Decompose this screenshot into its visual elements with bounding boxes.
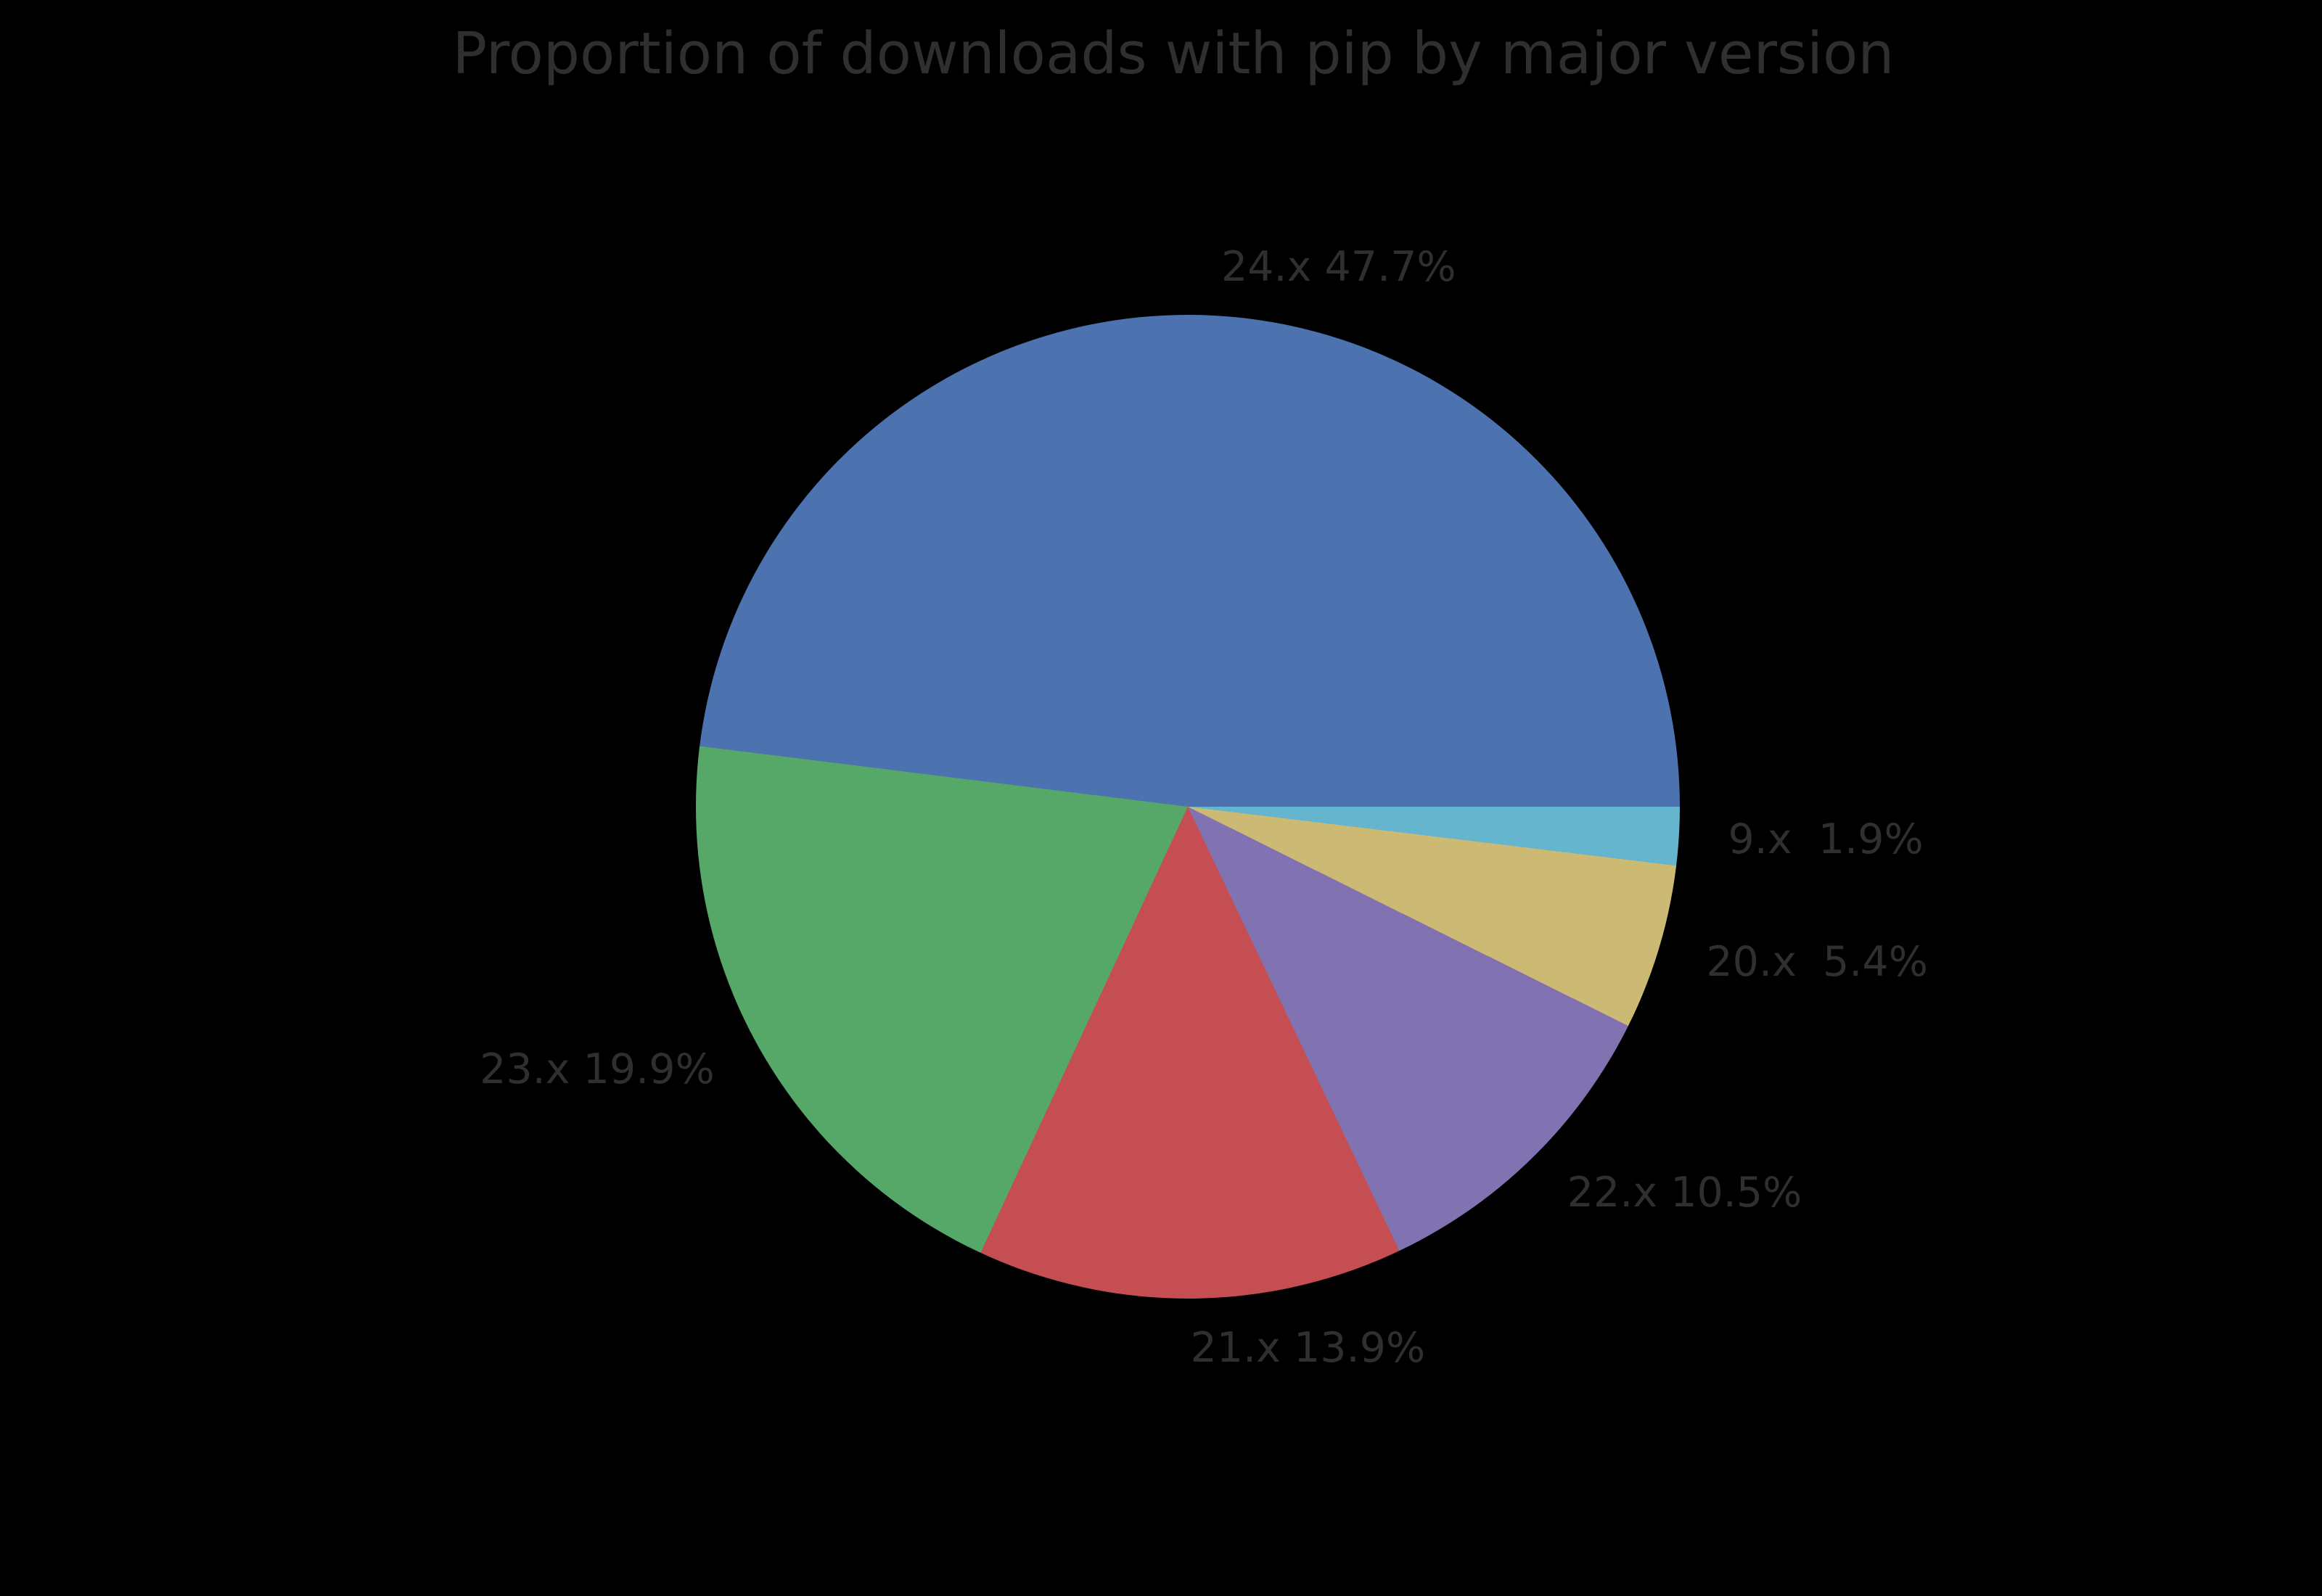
slice-label-21-x: 21.x 13.9% <box>1190 1323 1426 1372</box>
slice-label-24-x: 24.x 47.7% <box>1221 242 1456 291</box>
slice-label-22-x: 22.x 10.5% <box>1567 1168 1802 1217</box>
pie-chart <box>696 315 1680 1299</box>
chart-title: Proportion of downloads with pip by majo… <box>452 20 1895 87</box>
slice-label-23-x: 23.x 19.9% <box>480 1045 715 1093</box>
slice-label-20-x: 20.x 5.4% <box>1706 937 1928 986</box>
slice-label-9-x: 9.x 1.9% <box>1728 815 1924 863</box>
